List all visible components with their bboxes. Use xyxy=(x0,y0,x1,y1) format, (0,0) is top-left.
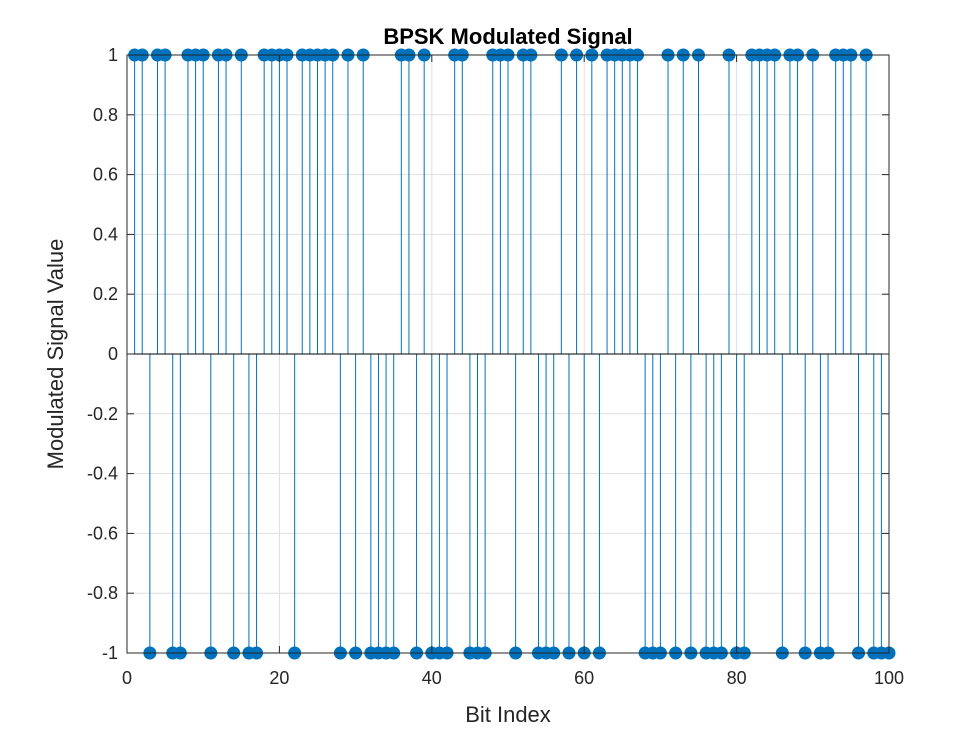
x-tick-label: 40 xyxy=(422,668,442,688)
y-tick-label: -0.6 xyxy=(87,523,118,543)
x-tick-label: 100 xyxy=(874,668,904,688)
stems xyxy=(127,55,890,653)
y-tick-label: 0.2 xyxy=(93,284,118,304)
x-tick-label: 60 xyxy=(574,668,594,688)
y-tick-label: 0.6 xyxy=(93,165,118,185)
y-tick-label: -0.4 xyxy=(87,464,118,484)
x-tick-label: 20 xyxy=(269,668,289,688)
y-axis-label: Modulated Signal Value xyxy=(43,239,68,470)
y-tick-label: 0 xyxy=(108,344,118,364)
y-tick-label: -1 xyxy=(102,643,118,663)
x-tick-labels: 0 20 40 60 80 100 xyxy=(122,668,904,688)
ticks xyxy=(126,54,890,654)
y-tick-labels: 1 0.8 0.6 0.4 0.2 0 -0.2 -0.4 -0.6 -0.8 -1 xyxy=(87,45,118,663)
x-axis-label: Bit Index xyxy=(465,702,551,727)
y-tick-label: 1 xyxy=(108,45,118,65)
y-tick-label: 0.4 xyxy=(93,224,118,244)
chart-title: BPSK Modulated Signal xyxy=(383,24,632,49)
y-tick-label: 0.8 xyxy=(93,105,118,125)
y-tick-label: -0.2 xyxy=(87,404,118,424)
x-tick-label: 0 xyxy=(122,668,132,688)
y-tick-label: -0.8 xyxy=(87,583,118,603)
x-tick-label: 80 xyxy=(727,668,747,688)
